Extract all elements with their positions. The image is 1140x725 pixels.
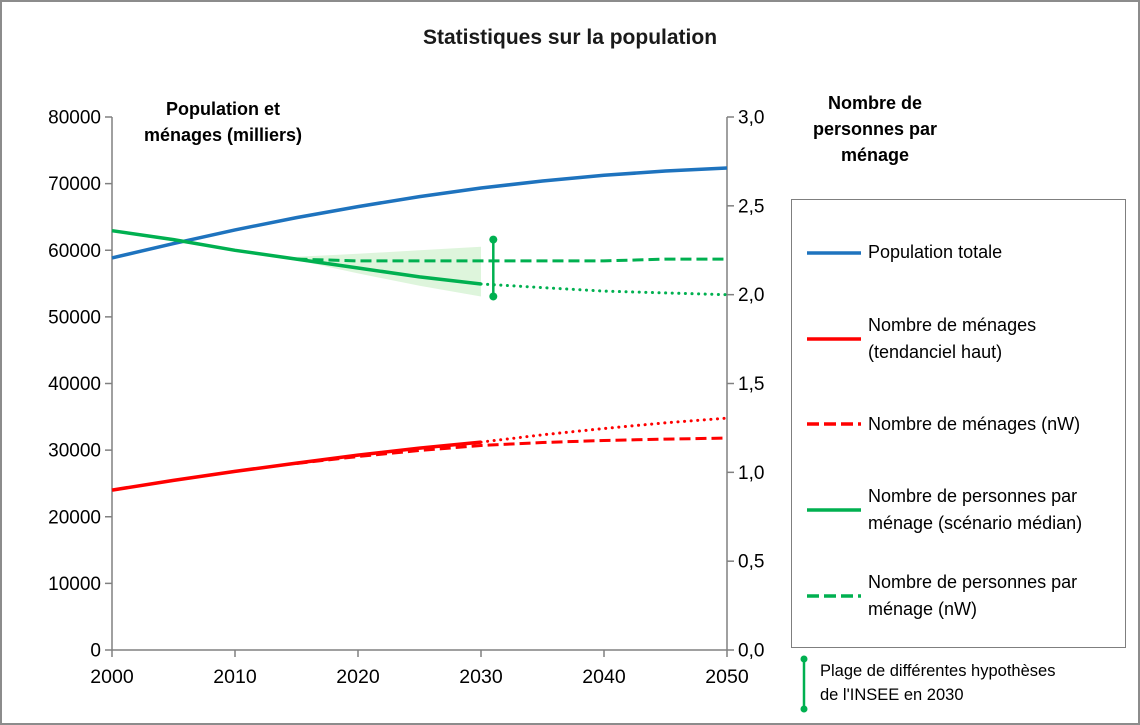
svg-text:10000: 10000	[48, 574, 101, 595]
svg-text:0,5: 0,5	[738, 552, 764, 573]
legend-label: Nombre de ménages (tendanciel haut)	[868, 314, 1037, 362]
svg-text:60000: 60000	[48, 241, 101, 262]
svg-text:0,0: 0,0	[738, 641, 764, 662]
svg-text:1,0: 1,0	[738, 463, 764, 484]
left-axis-title: Population et ménages (milliers)	[143, 99, 303, 146]
svg-text:80000: 80000	[48, 108, 101, 129]
svg-text:2010: 2010	[213, 666, 257, 688]
svg-text:3,0: 3,0	[738, 108, 764, 129]
svg-text:2040: 2040	[582, 666, 626, 688]
green-dashed-line-icon	[806, 591, 862, 601]
svg-text:2000: 2000	[90, 666, 134, 688]
green-solid-line-icon	[806, 505, 862, 515]
svg-text:20000: 20000	[48, 507, 101, 528]
svg-text:2030: 2030	[459, 666, 503, 688]
svg-text:1,5: 1,5	[738, 374, 764, 395]
svg-text:50000: 50000	[48, 307, 101, 328]
chart-title: Statistiques sur la population	[422, 26, 718, 49]
legend-plage-label: Plage de différentes hypothèses de l'INS…	[820, 662, 1056, 704]
svg-text:40000: 40000	[48, 374, 101, 395]
svg-text:0: 0	[90, 641, 101, 662]
legend-item-personnes-nw: Nombre de personnes par ménage (nW)	[806, 553, 1117, 639]
legend-item-menages-nw: Nombre de ménages (nW)	[806, 382, 1117, 468]
svg-text:30000: 30000	[48, 441, 101, 462]
legend-item-personnes-median: Nombre de personnes par ménage (scénario…	[806, 467, 1117, 553]
red-dashed-line-icon	[806, 419, 862, 429]
svg-text:70000: 70000	[48, 174, 101, 195]
svg-text:2050: 2050	[705, 666, 749, 688]
legend-item-menages-tendanciel: Nombre de ménages (tendanciel haut)	[806, 296, 1117, 382]
legend-label: Nombre de personnes par ménage (scénario…	[868, 486, 1083, 534]
svg-text:2020: 2020	[336, 666, 380, 688]
legend-item-population-totale: Population totale	[806, 210, 1117, 296]
red-solid-line-icon	[806, 334, 862, 344]
svg-text:2,5: 2,5	[738, 196, 764, 217]
range-bar-icon	[797, 653, 811, 715]
blue-solid-line-icon	[806, 248, 862, 258]
legend-plage: Plage de différentes hypothèses de l'INS…	[797, 653, 1065, 715]
legend-label: Nombre de personnes par ménage (nW)	[868, 572, 1078, 620]
legend-label: Nombre de ménages (nW)	[868, 413, 1081, 434]
legend: Population totale Nombre de ménages (ten…	[791, 199, 1126, 648]
right-axis-title: Nombre de personnes par ménage	[812, 93, 938, 166]
legend-label: Population totale	[868, 242, 1003, 263]
svg-text:2,0: 2,0	[738, 285, 764, 306]
